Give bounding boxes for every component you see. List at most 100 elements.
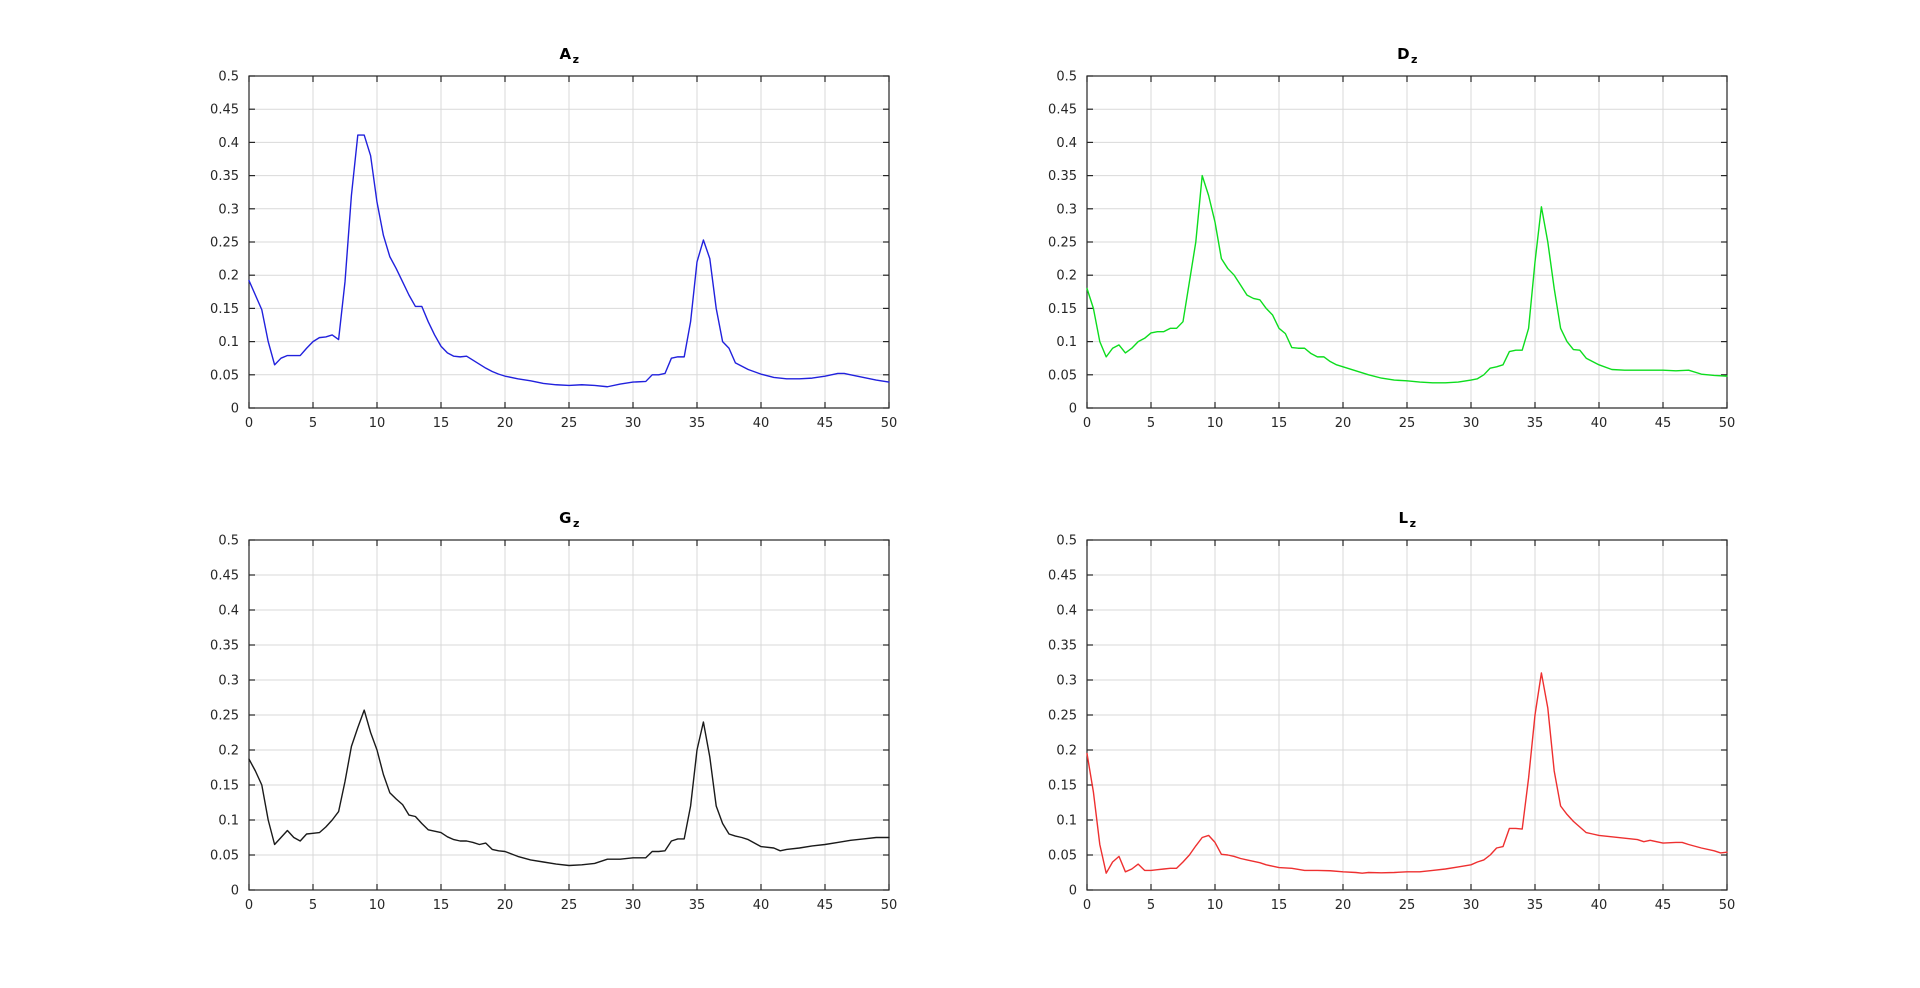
az-plot-area: 0 5 10 15 20 25 30 35 40 45 5000.050.10.150.20.250… xyxy=(210,70,897,432)
dz-title-main: D xyxy=(1397,45,1411,63)
grid-lines xyxy=(249,76,889,408)
gz-plot-area: 0 5 10 15 20 25 30 35 40 45 5000.050.10.150.20.250… xyxy=(210,534,897,914)
tick-marks xyxy=(248,75,890,409)
x-tick-labels: 0 5 10 15 20 25 30 35 40 45 50 xyxy=(1083,416,1735,431)
lz-title-main: L xyxy=(1398,509,1409,527)
y-tick-label: 0.05 xyxy=(210,368,239,383)
y-tick-label: 0.3 xyxy=(218,674,239,689)
x-tick-label: 45 xyxy=(1655,898,1672,913)
x-tick-label: 15 xyxy=(433,416,450,431)
y-tick-label: 0.05 xyxy=(1048,849,1077,864)
x-tick-label: 25 xyxy=(561,416,578,431)
x-tick-label: 0 xyxy=(1083,898,1091,913)
x-tick-label: 40 xyxy=(753,898,770,913)
x-tick-labels: 0 5 10 15 20 25 30 35 40 45 50 xyxy=(245,416,897,431)
x-tick-label: 20 xyxy=(497,416,514,431)
x-tick-label: 10 xyxy=(1207,416,1224,431)
x-tick-label: 45 xyxy=(817,416,834,431)
x-tick-label: 45 xyxy=(1655,416,1672,431)
x-tick-label: 50 xyxy=(881,898,898,913)
x-tick-label: 40 xyxy=(1591,416,1608,431)
az-title-main: A xyxy=(559,45,572,63)
y-tick-label: 0.1 xyxy=(1056,335,1077,350)
y-tick-label: 0.15 xyxy=(210,779,239,794)
y-tick-label: 0.25 xyxy=(1048,709,1077,724)
y-tick-label: 0.5 xyxy=(218,70,239,85)
x-tick-label: 35 xyxy=(1527,898,1544,913)
y-tick-label: 0.35 xyxy=(1048,639,1077,654)
axes-group: 0 5 10 15 20 25 30 35 40 45 5000.050.10.150.20.250… xyxy=(210,70,897,432)
y-tick-label: 0.2 xyxy=(218,269,239,284)
y-tick-label: 0.15 xyxy=(1048,779,1077,794)
gz-title-subscript: z xyxy=(572,517,580,530)
dz-title-subscript: z xyxy=(1411,53,1418,66)
x-tick-label: 45 xyxy=(817,898,834,913)
y-tick-label: 0 xyxy=(231,402,239,417)
x-tick-label: 35 xyxy=(1527,416,1544,431)
x-tick-label: 15 xyxy=(1271,416,1288,431)
lz-plot-area: 0 5 10 15 20 25 30 35 40 45 5000.050.10.150.20.250… xyxy=(1048,534,1735,914)
lz-title-subscript: z xyxy=(1409,517,1417,530)
y-tick-labels: 0 0.05 0.1 0.15 0.2 0.25 0.3 0.35 0.4 0.45 0.5 xyxy=(210,534,239,899)
x-tick-label: 15 xyxy=(433,898,450,913)
axes-group: 0 5 10 15 20 25 30 35 40 45 5000.050.10.150.20.250… xyxy=(1048,534,1735,914)
x-tick-label: 0 xyxy=(1083,416,1091,431)
y-tick-label: 0.45 xyxy=(210,103,239,118)
x-tick-label: 20 xyxy=(497,898,514,913)
y-tick-label: 0.2 xyxy=(1056,744,1077,759)
y-tick-label: 0.05 xyxy=(210,849,239,864)
x-tick-label: 10 xyxy=(369,898,386,913)
x-tick-label: 50 xyxy=(1719,416,1736,431)
x-tick-label: 30 xyxy=(1463,898,1480,913)
x-tick-label: 35 xyxy=(689,898,706,913)
subplot-dz: Dz 0 5 10 15 20 25 30 35 40 45 50 0 0.05 0.1 0.15 0.2 0.… xyxy=(1012,31,1747,448)
tick-marks xyxy=(1086,75,1728,409)
y-tick-label: 0.5 xyxy=(1056,70,1077,85)
y-tick-label: 0 xyxy=(231,884,239,899)
y-tick-label: 0.4 xyxy=(218,136,239,151)
x-tick-label: 15 xyxy=(1271,898,1288,913)
y-tick-label: 0.45 xyxy=(1048,569,1077,584)
x-tick-label: 40 xyxy=(753,416,770,431)
gz-title: Gz xyxy=(249,509,889,530)
series-line xyxy=(1086,174,1728,384)
x-tick-label: 50 xyxy=(881,416,898,431)
y-tick-label: 0.35 xyxy=(210,169,239,184)
grid-lines xyxy=(1087,540,1727,890)
x-tick-label: 25 xyxy=(1399,898,1416,913)
x-tick-label: 5 xyxy=(309,898,317,913)
y-tick-label: 0.2 xyxy=(218,744,239,759)
subplot-lz: Lz 0 5 10 15 20 25 30 35 40 45 50 0 0.05 0.1 0.15 0.2 0.… xyxy=(1012,495,1747,930)
x-tick-labels: 0 5 10 15 20 25 30 35 40 45 50 xyxy=(1083,898,1735,913)
x-tick-label: 20 xyxy=(1335,898,1352,913)
x-tick-label: 5 xyxy=(309,416,317,431)
y-tick-label: 0 xyxy=(1069,884,1077,899)
y-tick-label: 0.3 xyxy=(1056,674,1077,689)
tick-marks xyxy=(1086,539,1728,891)
axes-group: 0 5 10 15 20 25 30 35 40 45 5000.050.10.150.20.250… xyxy=(210,534,897,914)
x-tick-label: 50 xyxy=(1719,898,1736,913)
grid-lines xyxy=(249,540,889,890)
y-tick-label: 0.3 xyxy=(218,202,239,217)
lz-title: Lz xyxy=(1087,509,1727,530)
y-tick-label: 0.1 xyxy=(218,335,239,350)
y-tick-label: 0.45 xyxy=(210,569,239,584)
y-tick-label: 0.5 xyxy=(218,534,239,549)
x-tick-label: 40 xyxy=(1591,898,1608,913)
y-tick-label: 0.25 xyxy=(1048,236,1077,251)
az-title-subscript: z xyxy=(572,53,580,66)
subplot-gz: Gz 0 5 10 15 20 25 30 35 40 45 50 0 0.05 0.1 0.15 0.2 0.… xyxy=(174,495,909,930)
x-tick-label: 25 xyxy=(561,898,578,913)
y-tick-label: 0.5 xyxy=(1056,534,1077,549)
x-tick-label: 35 xyxy=(689,416,706,431)
y-tick-label: 0.25 xyxy=(210,236,239,251)
y-tick-labels: 0 0.05 0.1 0.15 0.2 0.25 0.3 0.35 0.4 0.45 0.5 xyxy=(1048,70,1077,417)
y-tick-label: 0.4 xyxy=(1056,136,1077,151)
x-tick-label: 30 xyxy=(625,898,642,913)
y-tick-label: 0.4 xyxy=(218,604,239,619)
y-tick-label: 0.3 xyxy=(1056,202,1077,217)
x-tick-label: 10 xyxy=(369,416,386,431)
dz-title: Dz xyxy=(1087,45,1727,66)
y-tick-labels: 0 0.05 0.1 0.15 0.2 0.25 0.3 0.35 0.4 0.45 0.5 xyxy=(1048,534,1077,899)
